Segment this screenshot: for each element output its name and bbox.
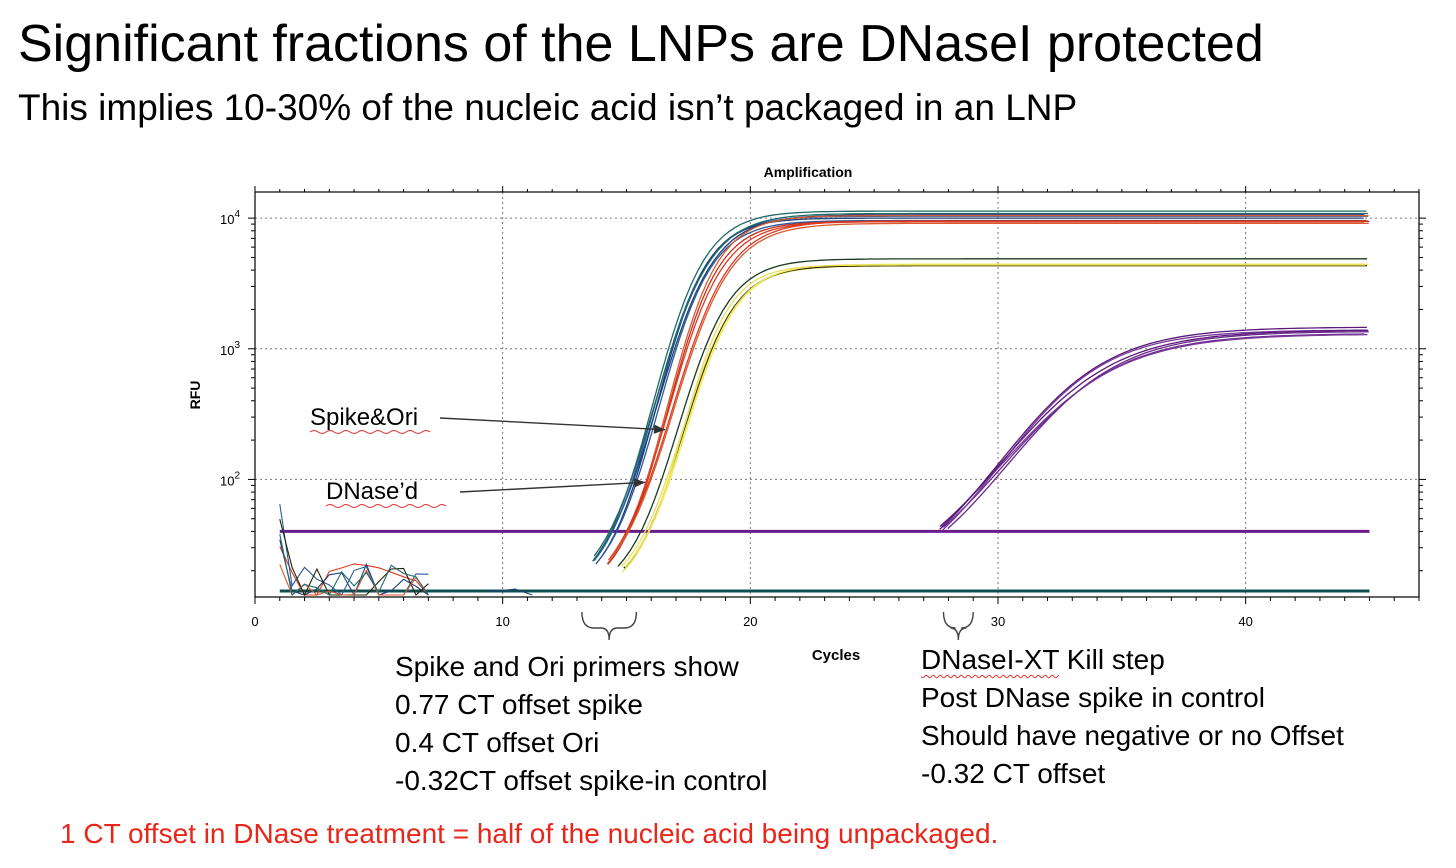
amplification-curve bbox=[596, 214, 1365, 557]
baseline-noise-trace bbox=[279, 504, 429, 596]
amplification-curve bbox=[595, 217, 1364, 565]
amplification-curve bbox=[940, 329, 1369, 533]
x-tick-label: 40 bbox=[1238, 614, 1252, 629]
plot-frame bbox=[254, 191, 1420, 598]
y-tick-label: 104 bbox=[220, 209, 240, 227]
right-note: DNaseI-XT Kill step Post DNase spike in … bbox=[921, 641, 1344, 793]
amplification-curve bbox=[623, 264, 1367, 569]
spell-check-squiggle bbox=[309, 430, 431, 434]
amplification-curve bbox=[611, 220, 1368, 556]
amplification-curve bbox=[947, 331, 1369, 530]
slide-subtitle: This implies 10-30% of the nucleic acid … bbox=[18, 87, 1078, 128]
left-note-line: -0.32CT offset spike-in control bbox=[395, 765, 768, 796]
chart-title: Amplification bbox=[764, 164, 853, 180]
left-note-line: Spike and Ori primers show bbox=[395, 651, 739, 682]
amplification-curve bbox=[593, 212, 1369, 557]
left-note: Spike and Ori primers show 0.77 CT offse… bbox=[395, 648, 767, 800]
annotation-arrow-head bbox=[633, 478, 646, 488]
annotation-arrow-line bbox=[459, 481, 646, 493]
y-axis-label: RFU bbox=[187, 381, 203, 410]
right-note-line: Should have negative or no Offset bbox=[921, 720, 1344, 751]
right-note-first-line: DNaseI-XT Kill step bbox=[921, 641, 1344, 679]
amplification-curve bbox=[606, 214, 1369, 565]
amplification-curve bbox=[592, 210, 1367, 562]
annotation-label: DNase’d bbox=[326, 478, 418, 505]
right-note-line: -0.32 CT offset bbox=[921, 758, 1106, 789]
amplification-curve bbox=[597, 219, 1367, 562]
amplification-curve bbox=[612, 222, 1369, 556]
amplification-curve bbox=[939, 333, 1368, 527]
amplification-curve bbox=[939, 329, 1368, 528]
curly-brace bbox=[581, 611, 638, 641]
annotation-label: Spike&Ori bbox=[310, 404, 418, 431]
amplification-curve bbox=[939, 326, 1367, 530]
right-note-line: Post DNase spike in control bbox=[921, 682, 1265, 713]
right-note-first-rest: Kill step bbox=[1058, 644, 1165, 675]
footer-note: 1 CT offset in DNase treatment = half of… bbox=[60, 818, 999, 849]
amplification-curve bbox=[621, 264, 1366, 573]
x-tick-label: 10 bbox=[495, 614, 509, 629]
amplification-curve bbox=[617, 258, 1368, 567]
x-tick-label: 20 bbox=[743, 614, 757, 629]
curly-brace bbox=[942, 611, 974, 641]
slide-title: Significant fractions of the LNPs are DN… bbox=[18, 15, 1264, 73]
left-note-line: 0.77 CT offset spike bbox=[395, 689, 643, 720]
amplification-curve bbox=[624, 263, 1368, 568]
spell-check-squiggle bbox=[325, 504, 447, 508]
y-tick-label: 103 bbox=[220, 340, 240, 358]
amplification-curve bbox=[608, 221, 1364, 561]
annotation-arrow-head bbox=[653, 424, 666, 434]
amplification-curve bbox=[607, 220, 1370, 565]
baseline-noise-trace bbox=[279, 533, 429, 597]
amplification-curve bbox=[942, 333, 1365, 528]
dnase-xt-word: DNaseI-XT bbox=[921, 644, 1059, 675]
x-axis-label: Cycles bbox=[812, 647, 860, 664]
baseline-noise-trace bbox=[490, 588, 533, 596]
left-note-line: 0.4 CT offset Ori bbox=[395, 727, 600, 758]
amplification-curve bbox=[625, 263, 1369, 568]
y-tick-label: 102 bbox=[220, 470, 240, 488]
x-tick-label: 30 bbox=[991, 614, 1005, 629]
x-tick-label: 0 bbox=[251, 614, 258, 629]
annotation-arrow-line bbox=[439, 417, 666, 431]
